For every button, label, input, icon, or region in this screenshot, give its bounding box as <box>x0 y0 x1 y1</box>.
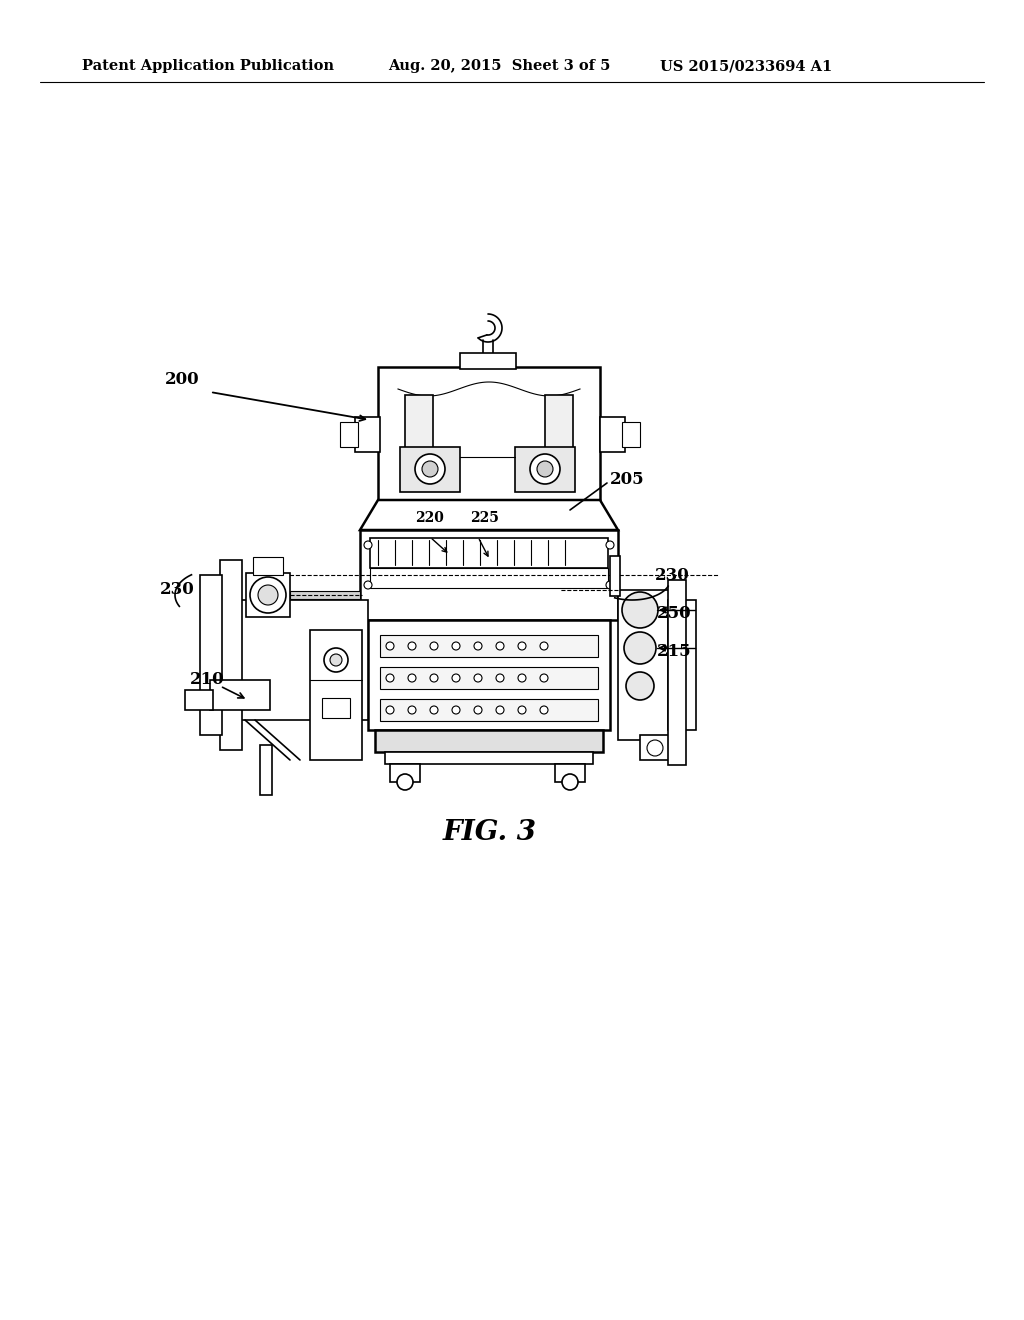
Bar <box>210 680 270 710</box>
Circle shape <box>518 642 526 649</box>
Text: 225: 225 <box>470 511 499 525</box>
Bar <box>260 744 272 795</box>
Text: 250: 250 <box>657 606 691 623</box>
Circle shape <box>386 642 394 649</box>
Circle shape <box>647 741 663 756</box>
Bar <box>600 417 625 451</box>
Bar <box>668 579 686 766</box>
Circle shape <box>452 642 460 649</box>
Text: 230: 230 <box>160 582 195 598</box>
Circle shape <box>258 585 278 605</box>
Bar <box>555 764 585 781</box>
Text: 200: 200 <box>165 371 200 388</box>
Text: 210: 210 <box>190 672 224 689</box>
Bar <box>460 352 516 370</box>
Bar <box>610 556 620 597</box>
Circle shape <box>422 461 438 477</box>
Circle shape <box>430 706 438 714</box>
Circle shape <box>606 541 614 549</box>
Bar <box>246 573 290 616</box>
Circle shape <box>364 541 372 549</box>
Text: FIG. 3: FIG. 3 <box>443 818 537 846</box>
Bar <box>618 590 670 741</box>
Circle shape <box>330 653 342 667</box>
Circle shape <box>452 706 460 714</box>
Circle shape <box>474 706 482 714</box>
Circle shape <box>518 675 526 682</box>
Ellipse shape <box>406 389 433 400</box>
Bar <box>622 422 640 447</box>
Bar <box>640 735 670 760</box>
Bar <box>355 417 380 451</box>
Bar <box>253 557 283 576</box>
Bar <box>290 591 360 599</box>
Circle shape <box>386 706 394 714</box>
Circle shape <box>530 454 560 484</box>
Bar <box>310 630 362 760</box>
Bar <box>378 367 600 500</box>
Bar <box>220 560 242 750</box>
Circle shape <box>622 591 658 628</box>
Bar <box>340 422 358 447</box>
Circle shape <box>408 706 416 714</box>
Bar <box>668 601 696 730</box>
Circle shape <box>430 642 438 649</box>
Text: 205: 205 <box>610 471 645 488</box>
Bar <box>380 667 598 689</box>
Bar <box>375 730 603 752</box>
Bar <box>515 447 575 492</box>
Circle shape <box>250 577 286 612</box>
Bar <box>322 698 350 718</box>
Bar <box>390 764 420 781</box>
Circle shape <box>364 581 372 589</box>
Ellipse shape <box>545 389 573 400</box>
Text: Aug. 20, 2015  Sheet 3 of 5: Aug. 20, 2015 Sheet 3 of 5 <box>388 59 610 73</box>
Circle shape <box>626 672 654 700</box>
Circle shape <box>452 675 460 682</box>
Bar <box>545 395 573 465</box>
Circle shape <box>540 675 548 682</box>
Circle shape <box>415 454 445 484</box>
Text: 215: 215 <box>657 644 691 660</box>
Circle shape <box>496 706 504 714</box>
Bar <box>370 539 608 568</box>
Bar <box>380 635 598 657</box>
Circle shape <box>562 774 578 789</box>
Circle shape <box>324 648 348 672</box>
Bar <box>185 690 213 710</box>
Bar <box>220 601 368 719</box>
Circle shape <box>624 632 656 664</box>
Circle shape <box>518 706 526 714</box>
Circle shape <box>537 461 553 477</box>
Circle shape <box>474 675 482 682</box>
Circle shape <box>397 774 413 789</box>
Bar <box>385 752 593 764</box>
Circle shape <box>496 675 504 682</box>
Circle shape <box>540 706 548 714</box>
Circle shape <box>408 675 416 682</box>
Circle shape <box>430 675 438 682</box>
Bar <box>380 700 598 721</box>
Text: 230: 230 <box>655 566 690 583</box>
Bar <box>406 395 433 465</box>
Bar <box>360 531 618 620</box>
Circle shape <box>540 642 548 649</box>
Bar <box>368 620 610 730</box>
Text: Patent Application Publication: Patent Application Publication <box>82 59 334 73</box>
Bar <box>370 568 608 587</box>
Circle shape <box>496 642 504 649</box>
Bar <box>400 447 460 492</box>
Text: 220: 220 <box>415 511 443 525</box>
Circle shape <box>408 642 416 649</box>
Circle shape <box>474 642 482 649</box>
Circle shape <box>386 675 394 682</box>
Bar <box>200 576 222 735</box>
Circle shape <box>606 581 614 589</box>
Text: US 2015/0233694 A1: US 2015/0233694 A1 <box>660 59 833 73</box>
Polygon shape <box>360 500 618 531</box>
